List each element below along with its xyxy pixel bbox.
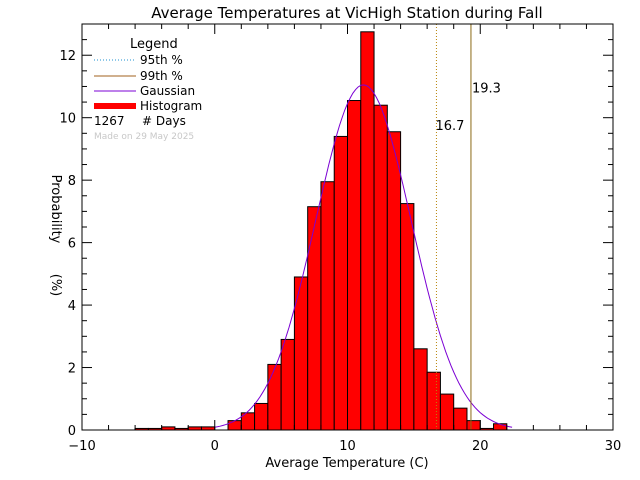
y-tick-label: 2 [68, 362, 76, 377]
y-tick-label: 4 [68, 299, 76, 314]
histogram-bar [453, 407, 468, 431]
y-tick-label: 0 [68, 424, 76, 439]
x-tick-label: 20 [472, 439, 489, 454]
histogram-bar [373, 104, 388, 431]
x-tick-label: −10 [68, 439, 95, 454]
histogram-bar [320, 181, 335, 431]
y-axis-title: Probability [48, 175, 63, 244]
histogram-bar [267, 363, 282, 431]
histogram-bar [280, 338, 295, 431]
legend-99th-label: 99th % [140, 69, 183, 83]
histogram-bar [413, 348, 428, 431]
legend-gaussian-label: Gaussian [140, 84, 195, 98]
chart-title: Average Temperatures at VicHigh Station … [151, 4, 542, 22]
legend-day-count-label: # Days [142, 114, 186, 128]
histogram-bar [227, 420, 242, 431]
histogram-bar [360, 31, 375, 431]
histogram-bars [134, 31, 508, 431]
x-tick-label: 0 [211, 439, 219, 454]
histogram-bar [400, 203, 415, 431]
histogram-bar [426, 371, 441, 431]
histogram-bar [254, 402, 269, 431]
x-tick-label: 30 [605, 439, 622, 454]
legend-histogram-label: Histogram [140, 99, 202, 113]
legend: Legend 95th % 99th % Gaussian Histogram … [94, 37, 202, 142]
y-tick-label: 6 [68, 237, 76, 252]
legend-day-count: 1267 [94, 114, 125, 128]
histogram-bar [333, 135, 349, 431]
y-tick-label: 10 [59, 112, 76, 127]
histogram-bar [347, 100, 362, 431]
histogram-bar [466, 420, 481, 431]
x-axis-title: Average Temperature (C) [265, 456, 428, 471]
legend-title: Legend [130, 37, 178, 52]
histogram-bar [439, 393, 455, 431]
y-tick-label: 8 [68, 174, 76, 189]
percentile-95-label: 16.7 [435, 119, 464, 134]
legend-95th-label: 95th % [140, 53, 183, 67]
gaussian-curve [214, 84, 513, 428]
y-tick-label: 12 [59, 49, 76, 64]
made-on-note: Made on 29 May 2025 [94, 132, 194, 142]
histogram-bar [307, 206, 322, 431]
histogram-bar [386, 131, 402, 431]
x-tick-label: 10 [339, 439, 356, 454]
y-axis-unit: (%) [48, 274, 63, 297]
percentile-99-label: 19.3 [472, 82, 501, 97]
